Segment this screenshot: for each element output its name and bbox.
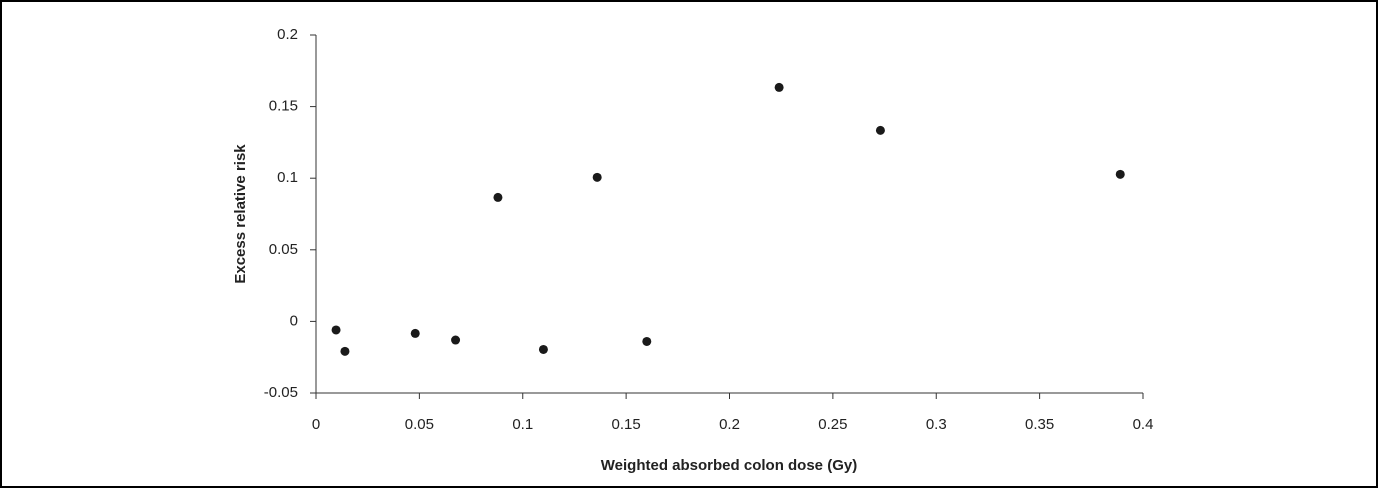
point: [1115, 169, 1125, 179]
x-tick-label: 0.3: [926, 416, 947, 433]
point: [774, 82, 784, 92]
point: [538, 344, 548, 354]
y-tick-label: 0.1: [277, 169, 298, 186]
point: [592, 172, 602, 182]
point: [451, 335, 461, 345]
x-tick-label: 0.4: [1133, 416, 1154, 433]
y-tick-label: -0.05: [264, 384, 298, 401]
y-tick-label: 0.15: [269, 98, 298, 115]
x-tick-label: 0.15: [612, 416, 641, 433]
x-tick-label: 0: [312, 416, 320, 433]
y-tick-label: 0.2: [277, 26, 298, 43]
point: [331, 325, 341, 335]
point: [875, 125, 885, 135]
x-tick-label: 0.1: [512, 416, 533, 433]
point: [340, 346, 350, 356]
x-tick-label: 0.2: [719, 416, 740, 433]
point: [410, 328, 420, 338]
x-tick-label: 0.35: [1025, 416, 1054, 433]
x-axis-title: Weighted absorbed colon dose (Gy): [601, 457, 857, 474]
point: [642, 336, 652, 346]
y-tick-label: 0: [290, 312, 298, 329]
x-tick-label: 0.25: [818, 416, 847, 433]
point: [493, 192, 503, 202]
y-tick-label: 0.05: [269, 241, 298, 258]
y-axis-title: Excess relative risk: [232, 144, 249, 284]
x-tick-label: 0.05: [405, 416, 434, 433]
